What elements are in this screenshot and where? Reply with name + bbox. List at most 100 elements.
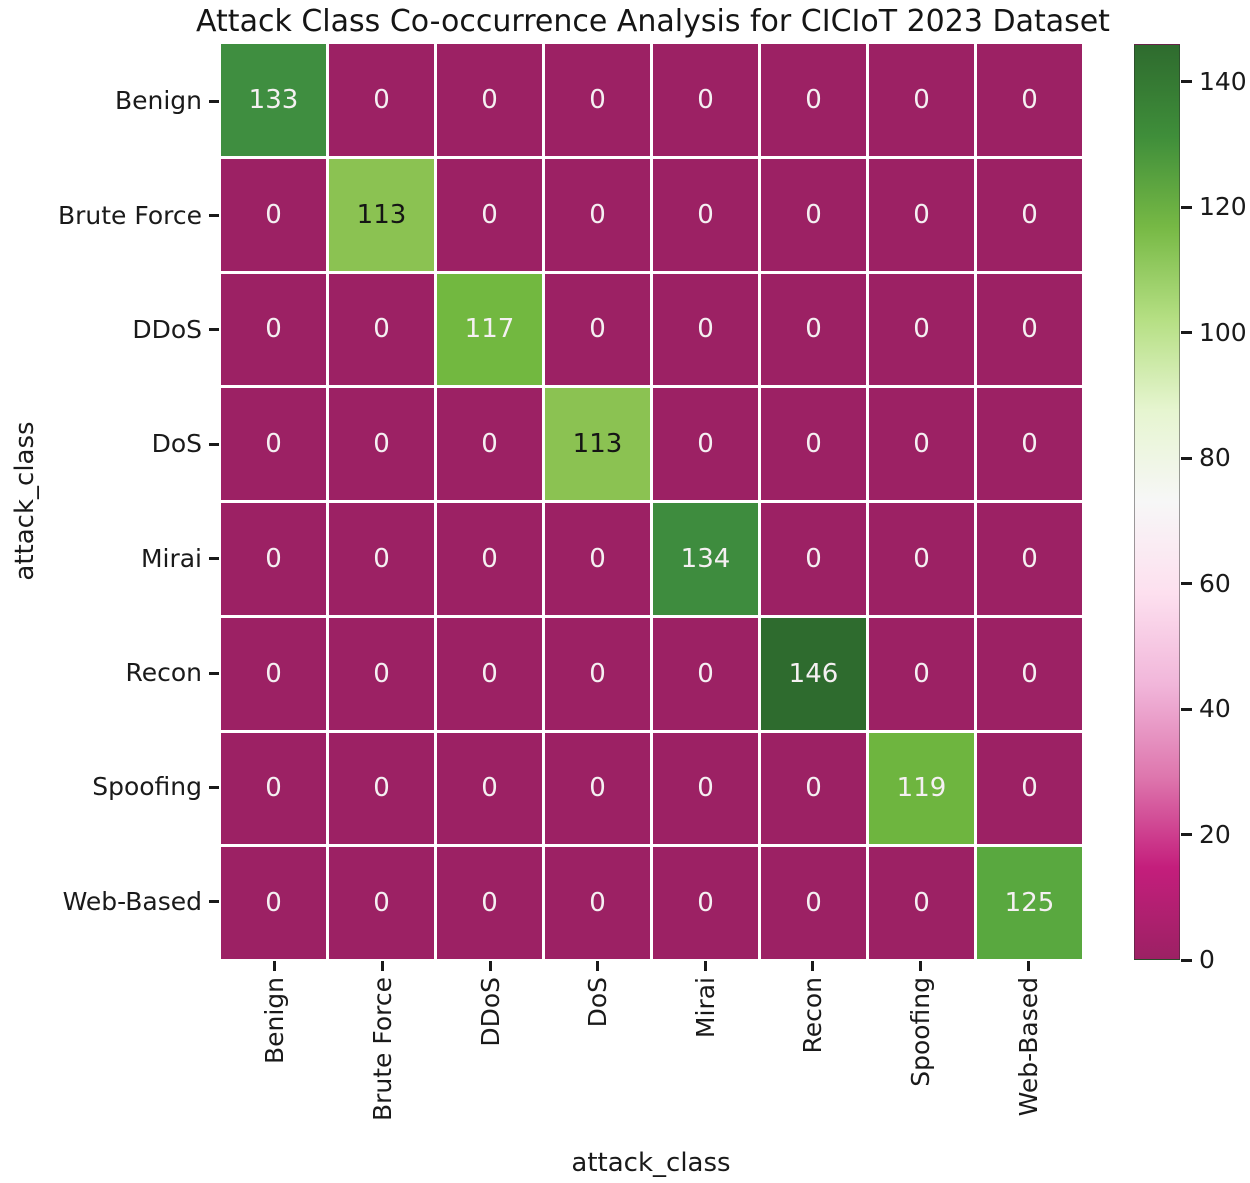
heatmap-cell: 0 — [977, 503, 1082, 615]
colorbar-tick-label: 100 — [1199, 317, 1247, 347]
heatmap-cell: 0 — [221, 388, 326, 500]
y-tick-mark — [209, 785, 219, 789]
heatmap-cell: 0 — [329, 732, 434, 845]
heatmap-cell: 0 — [437, 617, 542, 730]
heatmap-cell: 0 — [869, 44, 974, 156]
heatmap-cell: 0 — [977, 388, 1082, 500]
y-tick-label: DDoS — [132, 314, 202, 344]
heatmap-cell: 0 — [437, 158, 542, 271]
heatmap-cell: 0 — [761, 273, 866, 386]
colorbar-tick-label: 0 — [1199, 945, 1215, 974]
x-tick-mark — [596, 961, 600, 971]
heatmap-cell: 0 — [653, 44, 758, 156]
heatmap-cell: 0 — [869, 503, 974, 615]
y-tick-label: Brute Force — [57, 200, 202, 230]
x-tick-label: Web-Based — [1013, 977, 1043, 1117]
y-tick-label: Web-Based — [62, 886, 202, 916]
heatmap-cell: 0 — [653, 617, 758, 730]
colorbar-tick-mark — [1181, 958, 1192, 962]
y-tick-mark — [209, 442, 219, 446]
heatmap-cell: 0 — [869, 847, 974, 959]
heatmap-cell: 0 — [329, 847, 434, 959]
heatmap-cell: 0 — [977, 273, 1082, 386]
y-tick-label: DoS — [151, 429, 202, 459]
heatmap-cell: 119 — [869, 732, 974, 845]
colorbar — [1134, 44, 1180, 960]
heatmap-cell: 113 — [545, 388, 650, 500]
heatmap-cell: 0 — [869, 273, 974, 386]
heatmap-cell: 0 — [545, 44, 650, 156]
heatmap-cell: 0 — [221, 732, 326, 845]
heatmap-cell: 0 — [653, 388, 758, 500]
colorbar-tick-mark — [1181, 833, 1192, 837]
x-tick-mark — [488, 961, 492, 971]
heatmap-cell: 0 — [221, 273, 326, 386]
x-tick-label: Mirai — [690, 977, 720, 1039]
x-tick-mark — [811, 961, 815, 971]
heatmap-cell: 0 — [437, 388, 542, 500]
x-tick-label: Brute Force — [367, 977, 397, 1122]
heatmap-cell: 146 — [761, 617, 866, 730]
heatmap-cell: 0 — [761, 847, 866, 959]
y-tick-mark — [209, 671, 219, 675]
heatmap-cell: 0 — [761, 44, 866, 156]
heatmap-grid: 133 0 0 0 0 0 0 0 0 113 0 0 0 0 0 0 0 0 117 0 0 0 0 0 0 0 0 113 0 0 0 0… — [221, 44, 1082, 959]
colorbar-tick-mark — [1181, 331, 1192, 335]
heatmap-cell: 0 — [977, 617, 1082, 730]
heatmap-cell: 0 — [221, 847, 326, 959]
heatmap-cell: 125 — [977, 847, 1082, 959]
heatmap-cell: 0 — [653, 273, 758, 386]
heatmap-cell: 0 — [437, 847, 542, 959]
colorbar-tick-label: 140 — [1199, 66, 1247, 96]
heatmap-cell: 0 — [437, 44, 542, 156]
y-tick-label: Mirai — [140, 543, 202, 573]
heatmap-cell: 0 — [869, 617, 974, 730]
y-tick-mark — [209, 328, 219, 332]
heatmap-cell: 0 — [977, 158, 1082, 271]
x-tick-label: Spoofing — [906, 977, 936, 1087]
heatmap-cell: 0 — [545, 158, 650, 271]
heatmap-cell: 0 — [761, 388, 866, 500]
heatmap-cell: 0 — [545, 847, 650, 959]
heatmap-cell: 0 — [221, 503, 326, 615]
x-axis-label: attack_class — [571, 1148, 731, 1178]
y-tick-label: Benign — [114, 86, 202, 116]
heatmap-cell: 0 — [545, 617, 650, 730]
heatmap-cell: 0 — [545, 732, 650, 845]
colorbar-tick-mark — [1181, 582, 1192, 586]
y-tick-label: Recon — [125, 658, 202, 688]
x-tick-label: Benign — [260, 977, 290, 1065]
colorbar-tick-mark — [1181, 707, 1192, 711]
heatmap-cell: 0 — [545, 503, 650, 615]
heatmap-cell: 134 — [653, 503, 758, 615]
x-tick-mark — [273, 961, 277, 971]
heatmap-cell: 133 — [221, 44, 326, 156]
y-tick-mark — [209, 557, 219, 561]
heatmap-cell: 0 — [329, 273, 434, 386]
y-tick-label: Spoofing — [92, 772, 202, 802]
heatmap-cell: 0 — [653, 732, 758, 845]
heatmap-cell: 0 — [761, 732, 866, 845]
heatmap-cell: 0 — [977, 44, 1082, 156]
heatmap-cell: 0 — [761, 503, 866, 615]
heatmap-cell: 0 — [329, 617, 434, 730]
heatmap-cell: 0 — [437, 503, 542, 615]
x-tick-label: DDoS — [475, 977, 505, 1047]
heatmap-cell: 0 — [653, 847, 758, 959]
colorbar-tick-label: 80 — [1199, 443, 1231, 473]
heatmap-cell: 0 — [545, 273, 650, 386]
heatmap-cell: 0 — [869, 158, 974, 271]
x-tick-label: Recon — [798, 977, 828, 1054]
heatmap-cell: 117 — [437, 273, 542, 386]
x-tick-mark — [380, 961, 384, 971]
x-tick-mark — [1026, 961, 1030, 971]
colorbar-tick-mark — [1181, 80, 1192, 84]
colorbar-tick-label: 120 — [1199, 192, 1247, 222]
heatmap-cell: 0 — [761, 158, 866, 271]
heatmap-cell: 0 — [221, 617, 326, 730]
y-tick-mark — [209, 214, 219, 218]
colorbar-tick-label: 20 — [1199, 819, 1231, 849]
y-tick-mark — [209, 99, 219, 103]
heatmap-cell: 0 — [329, 388, 434, 500]
